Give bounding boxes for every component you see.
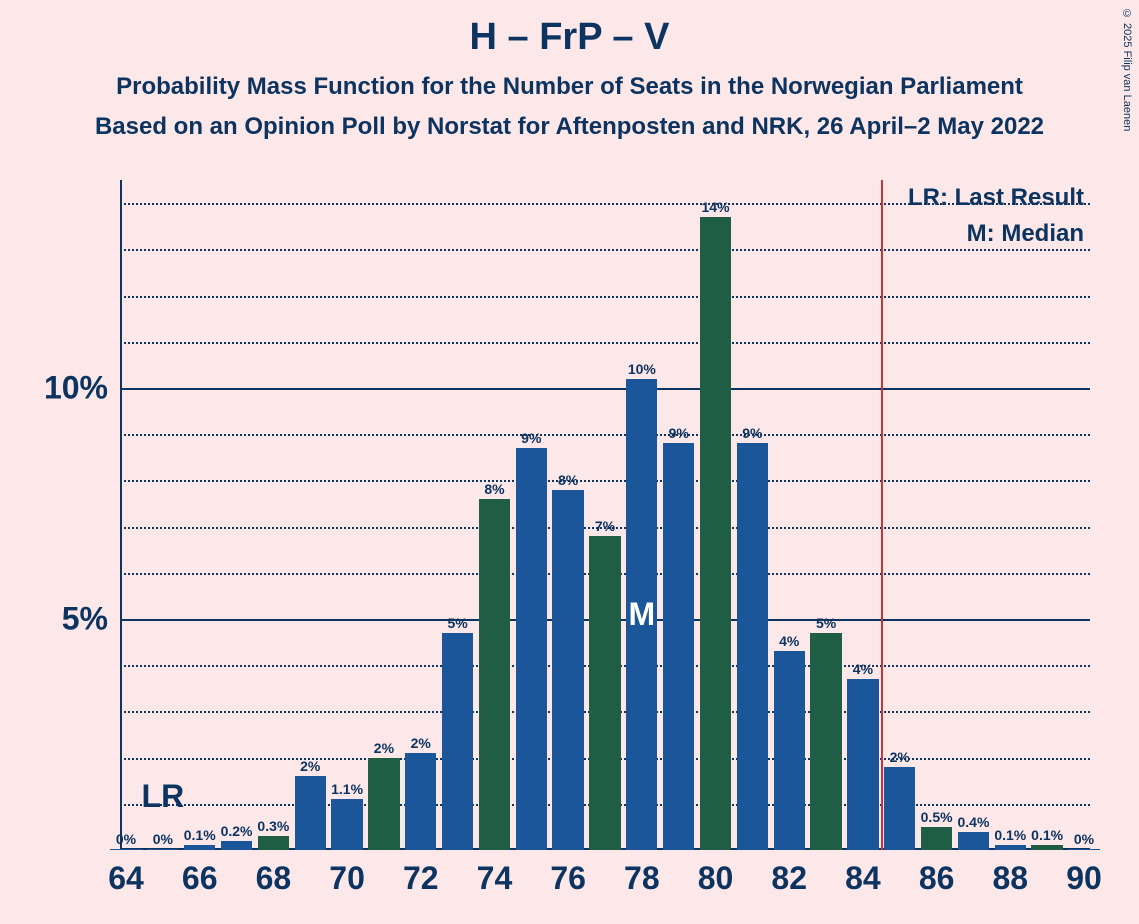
x-tick-label: 86 bbox=[919, 860, 955, 897]
bar-label: 14% bbox=[702, 199, 730, 215]
gridline-minor bbox=[120, 296, 1090, 298]
x-tick-label: 78 bbox=[624, 860, 660, 897]
bar: 8% bbox=[479, 499, 510, 850]
bar: 0.1% bbox=[184, 845, 215, 850]
x-tick-label: 64 bbox=[108, 860, 144, 897]
bar: 0% bbox=[1068, 849, 1099, 850]
bar-label: 10% bbox=[628, 361, 656, 377]
x-tick-label: 80 bbox=[698, 860, 734, 897]
x-tick-label: 88 bbox=[993, 860, 1029, 897]
bar-label: 4% bbox=[853, 661, 873, 677]
bar: 8% bbox=[552, 490, 583, 850]
bar-label: 9% bbox=[669, 425, 689, 441]
x-tick-label: 72 bbox=[403, 860, 439, 897]
bar: 1.1% bbox=[331, 799, 362, 850]
x-tick-label: 68 bbox=[256, 860, 292, 897]
bar-label: 9% bbox=[521, 430, 541, 446]
y-tick-label: 10% bbox=[44, 369, 108, 406]
x-tick-label: 70 bbox=[329, 860, 365, 897]
bar: 0.4% bbox=[958, 832, 989, 850]
y-axis bbox=[120, 180, 122, 850]
gridline-minor bbox=[120, 203, 1090, 205]
bar-label: 0% bbox=[153, 831, 173, 847]
bar-label: 0.5% bbox=[921, 809, 953, 825]
bar: 9% bbox=[737, 443, 768, 850]
bar-label: 0% bbox=[116, 831, 136, 847]
bar-label: 0.1% bbox=[994, 827, 1026, 843]
bar: 4% bbox=[847, 679, 878, 850]
x-tick-label: 76 bbox=[550, 860, 586, 897]
bar: 0% bbox=[110, 849, 141, 850]
gridline-major bbox=[120, 388, 1090, 390]
legend-lr: LR: Last Result bbox=[908, 184, 1084, 212]
copyright: © 2025 Filip van Laenen bbox=[1121, 8, 1133, 131]
bar: 7% bbox=[589, 536, 620, 850]
bar-label: 1.1% bbox=[331, 781, 363, 797]
bar-label: 0.1% bbox=[184, 827, 216, 843]
x-tick-label: 90 bbox=[1066, 860, 1102, 897]
chart-container: H – FrP – V Probability Mass Function fo… bbox=[0, 0, 1139, 924]
gridline-minor bbox=[120, 480, 1090, 482]
bar: 0.1% bbox=[1031, 845, 1062, 850]
bar: 0.1% bbox=[995, 845, 1026, 850]
bar: 14% bbox=[700, 217, 731, 850]
plot-area: LR: Last Result M: Median 5%10%646668707… bbox=[120, 180, 1090, 850]
bar: 2% bbox=[295, 776, 326, 850]
gridline-minor bbox=[120, 342, 1090, 344]
x-tick-label: 74 bbox=[477, 860, 513, 897]
x-tick-label: 66 bbox=[182, 860, 218, 897]
x-tick-label: 82 bbox=[771, 860, 807, 897]
y-tick-label: 5% bbox=[62, 600, 108, 637]
majority-line bbox=[881, 180, 883, 850]
bar-label: 5% bbox=[447, 615, 467, 631]
bar-label: 2% bbox=[374, 740, 394, 756]
bar-label: 2% bbox=[411, 735, 431, 751]
median-marker: M bbox=[629, 596, 656, 633]
bar-label: 2% bbox=[890, 749, 910, 765]
bar-label: 0.4% bbox=[957, 814, 989, 830]
bar-label: 7% bbox=[595, 518, 615, 534]
bar-label: 8% bbox=[484, 481, 504, 497]
legend-m: M: Median bbox=[908, 220, 1084, 248]
lr-marker: LR bbox=[142, 778, 185, 815]
bar-label: 0.3% bbox=[257, 818, 289, 834]
chart-subtitle-2: Based on an Opinion Poll by Norstat for … bbox=[0, 113, 1139, 141]
bar-label: 0% bbox=[1074, 831, 1094, 847]
bar: 0% bbox=[147, 849, 178, 850]
gridline-minor bbox=[120, 434, 1090, 436]
bar: 2% bbox=[405, 753, 436, 850]
legend: LR: Last Result M: Median bbox=[908, 184, 1084, 256]
bar-label: 0.2% bbox=[221, 823, 253, 839]
bar-label: 5% bbox=[816, 615, 836, 631]
bar-label: 4% bbox=[779, 633, 799, 649]
bar: 2% bbox=[368, 758, 399, 850]
bar: 5% bbox=[810, 633, 841, 850]
gridline-minor bbox=[120, 249, 1090, 251]
x-tick-label: 84 bbox=[845, 860, 881, 897]
bar: 2% bbox=[884, 767, 915, 850]
bar: 9% bbox=[663, 443, 694, 850]
bar: 5% bbox=[442, 633, 473, 850]
bar-label: 9% bbox=[742, 425, 762, 441]
bar-label: 0.1% bbox=[1031, 827, 1063, 843]
bar: 9% bbox=[516, 448, 547, 850]
chart-subtitle-1: Probability Mass Function for the Number… bbox=[0, 73, 1139, 101]
bar-label: 8% bbox=[558, 472, 578, 488]
bar: 0.5% bbox=[921, 827, 952, 850]
chart-title: H – FrP – V bbox=[0, 16, 1139, 59]
bar: 0.2% bbox=[221, 841, 252, 850]
bar: 0.3% bbox=[258, 836, 289, 850]
bar-label: 2% bbox=[300, 758, 320, 774]
bar: 4% bbox=[774, 651, 805, 850]
